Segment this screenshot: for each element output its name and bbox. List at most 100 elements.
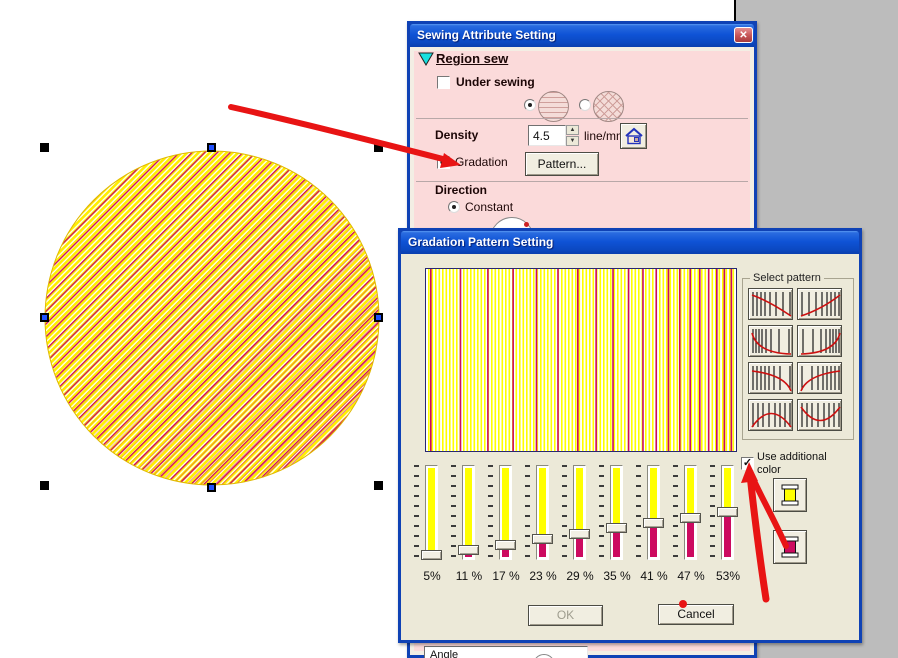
slider-track-5%[interactable] [425, 465, 438, 560]
angle-dial-marker[interactable] [524, 222, 529, 227]
slider-track-17 %[interactable] [499, 465, 512, 560]
slider-crimson-fill [539, 538, 546, 557]
under-sewing-checkbox[interactable] [437, 76, 450, 89]
slider-tick-column [636, 465, 641, 561]
slider-track-41 %[interactable] [647, 465, 660, 560]
selection-handle-left[interactable] [40, 313, 49, 322]
additional-thread-color-button[interactable] [773, 530, 807, 564]
collapse-triangle-icon[interactable] [418, 52, 434, 66]
angle-panel: Angle [424, 646, 588, 658]
direction-constant-label: Constant [465, 200, 514, 214]
selection-handle-top-right[interactable] [374, 143, 383, 152]
density-input[interactable]: 4.5 [528, 125, 566, 146]
slider-percent-label: 5% [423, 569, 441, 583]
slider-yellow-fill [613, 468, 620, 525]
slider-percent-label: 23 % [529, 569, 557, 583]
close-icon[interactable]: ✕ [734, 27, 753, 43]
slider-handle-29 %[interactable] [569, 529, 590, 539]
pattern-valley[interactable] [797, 399, 842, 431]
spin-down-icon[interactable]: ▼ [566, 136, 579, 146]
slider-handle-5%[interactable] [421, 550, 442, 560]
selection-handle-top-left[interactable] [40, 143, 49, 152]
pattern-increase-linear[interactable] [797, 288, 842, 320]
slider-yellow-fill [539, 468, 546, 536]
slider-yellow-fill [724, 468, 731, 509]
pattern-increase-late[interactable] [797, 325, 842, 357]
slider-tick-column [710, 465, 715, 561]
slider-tick-column [488, 465, 493, 561]
under-sewing-crosshatch-icon [593, 91, 624, 122]
use-additional-color-label-line2: color [757, 464, 781, 476]
under-sewing-label: Under sewing [456, 75, 535, 89]
slider-crimson-fill [650, 522, 657, 557]
slider-crimson-fill [613, 527, 620, 557]
selection-handle-bottom-left[interactable] [40, 481, 49, 490]
yellow-spool-icon [781, 484, 799, 506]
pattern-decrease-fast[interactable] [748, 325, 793, 357]
slider-handle-47 %[interactable] [680, 513, 701, 523]
pattern-button[interactable]: Pattern... [525, 152, 599, 176]
slider-handle-17 %[interactable] [495, 540, 516, 550]
under-sewing-mode1-radio[interactable] [524, 99, 536, 111]
slider-percent-label: 53% [715, 569, 741, 583]
slider-percent-label: 17 % [492, 569, 520, 583]
use-additional-color-checkbox[interactable]: ✓ [741, 457, 754, 470]
under-sewing-lines-icon [538, 91, 569, 122]
direction-constant-radio[interactable] [448, 201, 460, 213]
slider-tick-column [451, 465, 456, 561]
slider-crimson-fill [687, 517, 694, 557]
angle-dial-small[interactable] [533, 654, 555, 658]
slider-yellow-fill [502, 468, 509, 542]
house-icon [624, 127, 643, 145]
ok-button[interactable]: OK [528, 605, 603, 626]
angle-label: Angle [430, 649, 459, 658]
slider-yellow-fill [650, 468, 657, 520]
density-spinner[interactable]: ▲ ▼ [566, 125, 579, 146]
gradation-label: Gradation [455, 155, 508, 169]
slider-handle-35 %[interactable] [606, 523, 627, 533]
density-unit-label: line/mm [584, 129, 627, 143]
slider-crimson-fill [724, 511, 731, 557]
selection-handle-bottom[interactable] [207, 483, 216, 492]
selection-handle-right[interactable] [374, 313, 383, 322]
gradation-preview [425, 268, 737, 452]
selection-handle-top[interactable] [207, 143, 216, 152]
slider-track-35 %[interactable] [610, 465, 623, 560]
use-additional-color-label-line1: Use additional [757, 451, 827, 463]
pattern-decrease-late[interactable] [748, 362, 793, 394]
slider-track-23 %[interactable] [536, 465, 549, 560]
slider-tick-column [673, 465, 678, 561]
gradation-checkbox[interactable]: ✓ [437, 156, 450, 169]
sewing-dialog-titlebar[interactable]: Sewing Attribute Setting [410, 24, 754, 47]
embroidery-circle-design[interactable] [20, 120, 410, 510]
slider-handle-41 %[interactable] [643, 518, 664, 528]
pattern-increase-fast[interactable] [797, 362, 842, 394]
sewing-dialog-title: Sewing Attribute Setting [417, 28, 556, 42]
region-sew-header[interactable]: Region sew [436, 51, 509, 66]
selection-handle-bottom-right[interactable] [374, 481, 383, 490]
slider-track-29 %[interactable] [573, 465, 586, 560]
gradation-dialog-titlebar[interactable]: Gradation Pattern Setting [401, 231, 859, 254]
cancel-button[interactable]: Cancel [658, 604, 734, 625]
gradation-pattern-dialog: Gradation Pattern Setting Select pattern… [398, 228, 862, 643]
slider-track-47 %[interactable] [684, 465, 697, 560]
direction-label: Direction [435, 183, 488, 197]
slider-percent-label: 41 % [640, 569, 668, 583]
slider-handle-11 %[interactable] [458, 545, 479, 555]
pattern-arch[interactable] [748, 399, 793, 431]
base-thread-color-button[interactable] [773, 478, 807, 512]
slider-crimson-fill [502, 544, 509, 557]
under-sewing-mode2-radio[interactable] [579, 99, 591, 111]
slider-tick-column [414, 465, 419, 561]
density-default-button[interactable] [620, 123, 647, 149]
gradation-dialog-title: Gradation Pattern Setting [408, 235, 554, 249]
slider-handle-23 %[interactable] [532, 534, 553, 544]
pattern-decrease-linear[interactable] [748, 288, 793, 320]
slider-percent-label: 47 % [677, 569, 705, 583]
slider-handle-53%[interactable] [717, 507, 738, 517]
slider-yellow-fill [687, 468, 694, 515]
crimson-spool-icon [781, 536, 799, 558]
slider-percent-label: 11 % [455, 569, 483, 583]
spin-up-icon[interactable]: ▲ [566, 125, 579, 135]
